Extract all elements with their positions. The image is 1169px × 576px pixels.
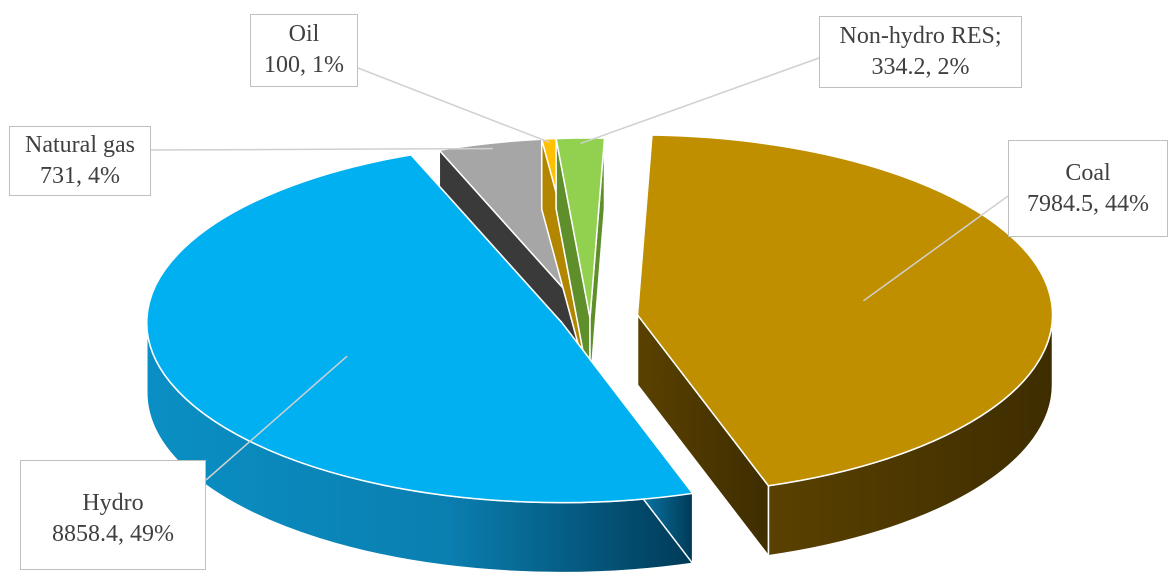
label-oil: Oil 100, 1% (250, 14, 358, 87)
slice-hydro (146, 152, 695, 574)
slice-hydro-top (146, 154, 695, 504)
label-hydro-name: Hydro (82, 490, 144, 516)
label-coal: Coal 7984.5, 44% (1008, 140, 1168, 237)
label-oil-name: Oil (288, 21, 320, 47)
slice-coal (636, 134, 1054, 558)
leader-oil (357, 67, 551, 144)
label-natural-gas-value: 731, 4% (40, 163, 120, 189)
leader-coal (862, 195, 1009, 302)
slice-non-hydro-res (555, 137, 606, 389)
leader-hydro (205, 355, 348, 481)
leader-natural-gas (150, 147, 493, 151)
label-natural-gas-name: Natural gas (25, 132, 135, 158)
label-non-hydro-res-value: 334.2, 2% (871, 54, 970, 80)
label-hydro: Hydro 8858.4, 49% (20, 460, 206, 570)
label-non-hydro-res: Non-hydro RES; 334.2, 2% (819, 16, 1022, 88)
slice-coal-top (636, 134, 1054, 487)
label-oil-value: 100, 1% (264, 52, 344, 78)
label-non-hydro-res-name: Non-hydro RES; (839, 23, 1002, 49)
label-coal-value: 7984.5, 44% (1027, 191, 1149, 217)
leader-non-hydro-res (580, 57, 820, 145)
slice-non-hydro-res-top (555, 137, 606, 319)
label-hydro-value: 8858.4, 49% (52, 521, 174, 547)
pie-slices (146, 134, 1054, 574)
label-natural-gas: Natural gas 731, 4% (9, 126, 151, 196)
label-coal-name: Coal (1065, 160, 1111, 186)
leader-lines (150, 57, 1009, 481)
